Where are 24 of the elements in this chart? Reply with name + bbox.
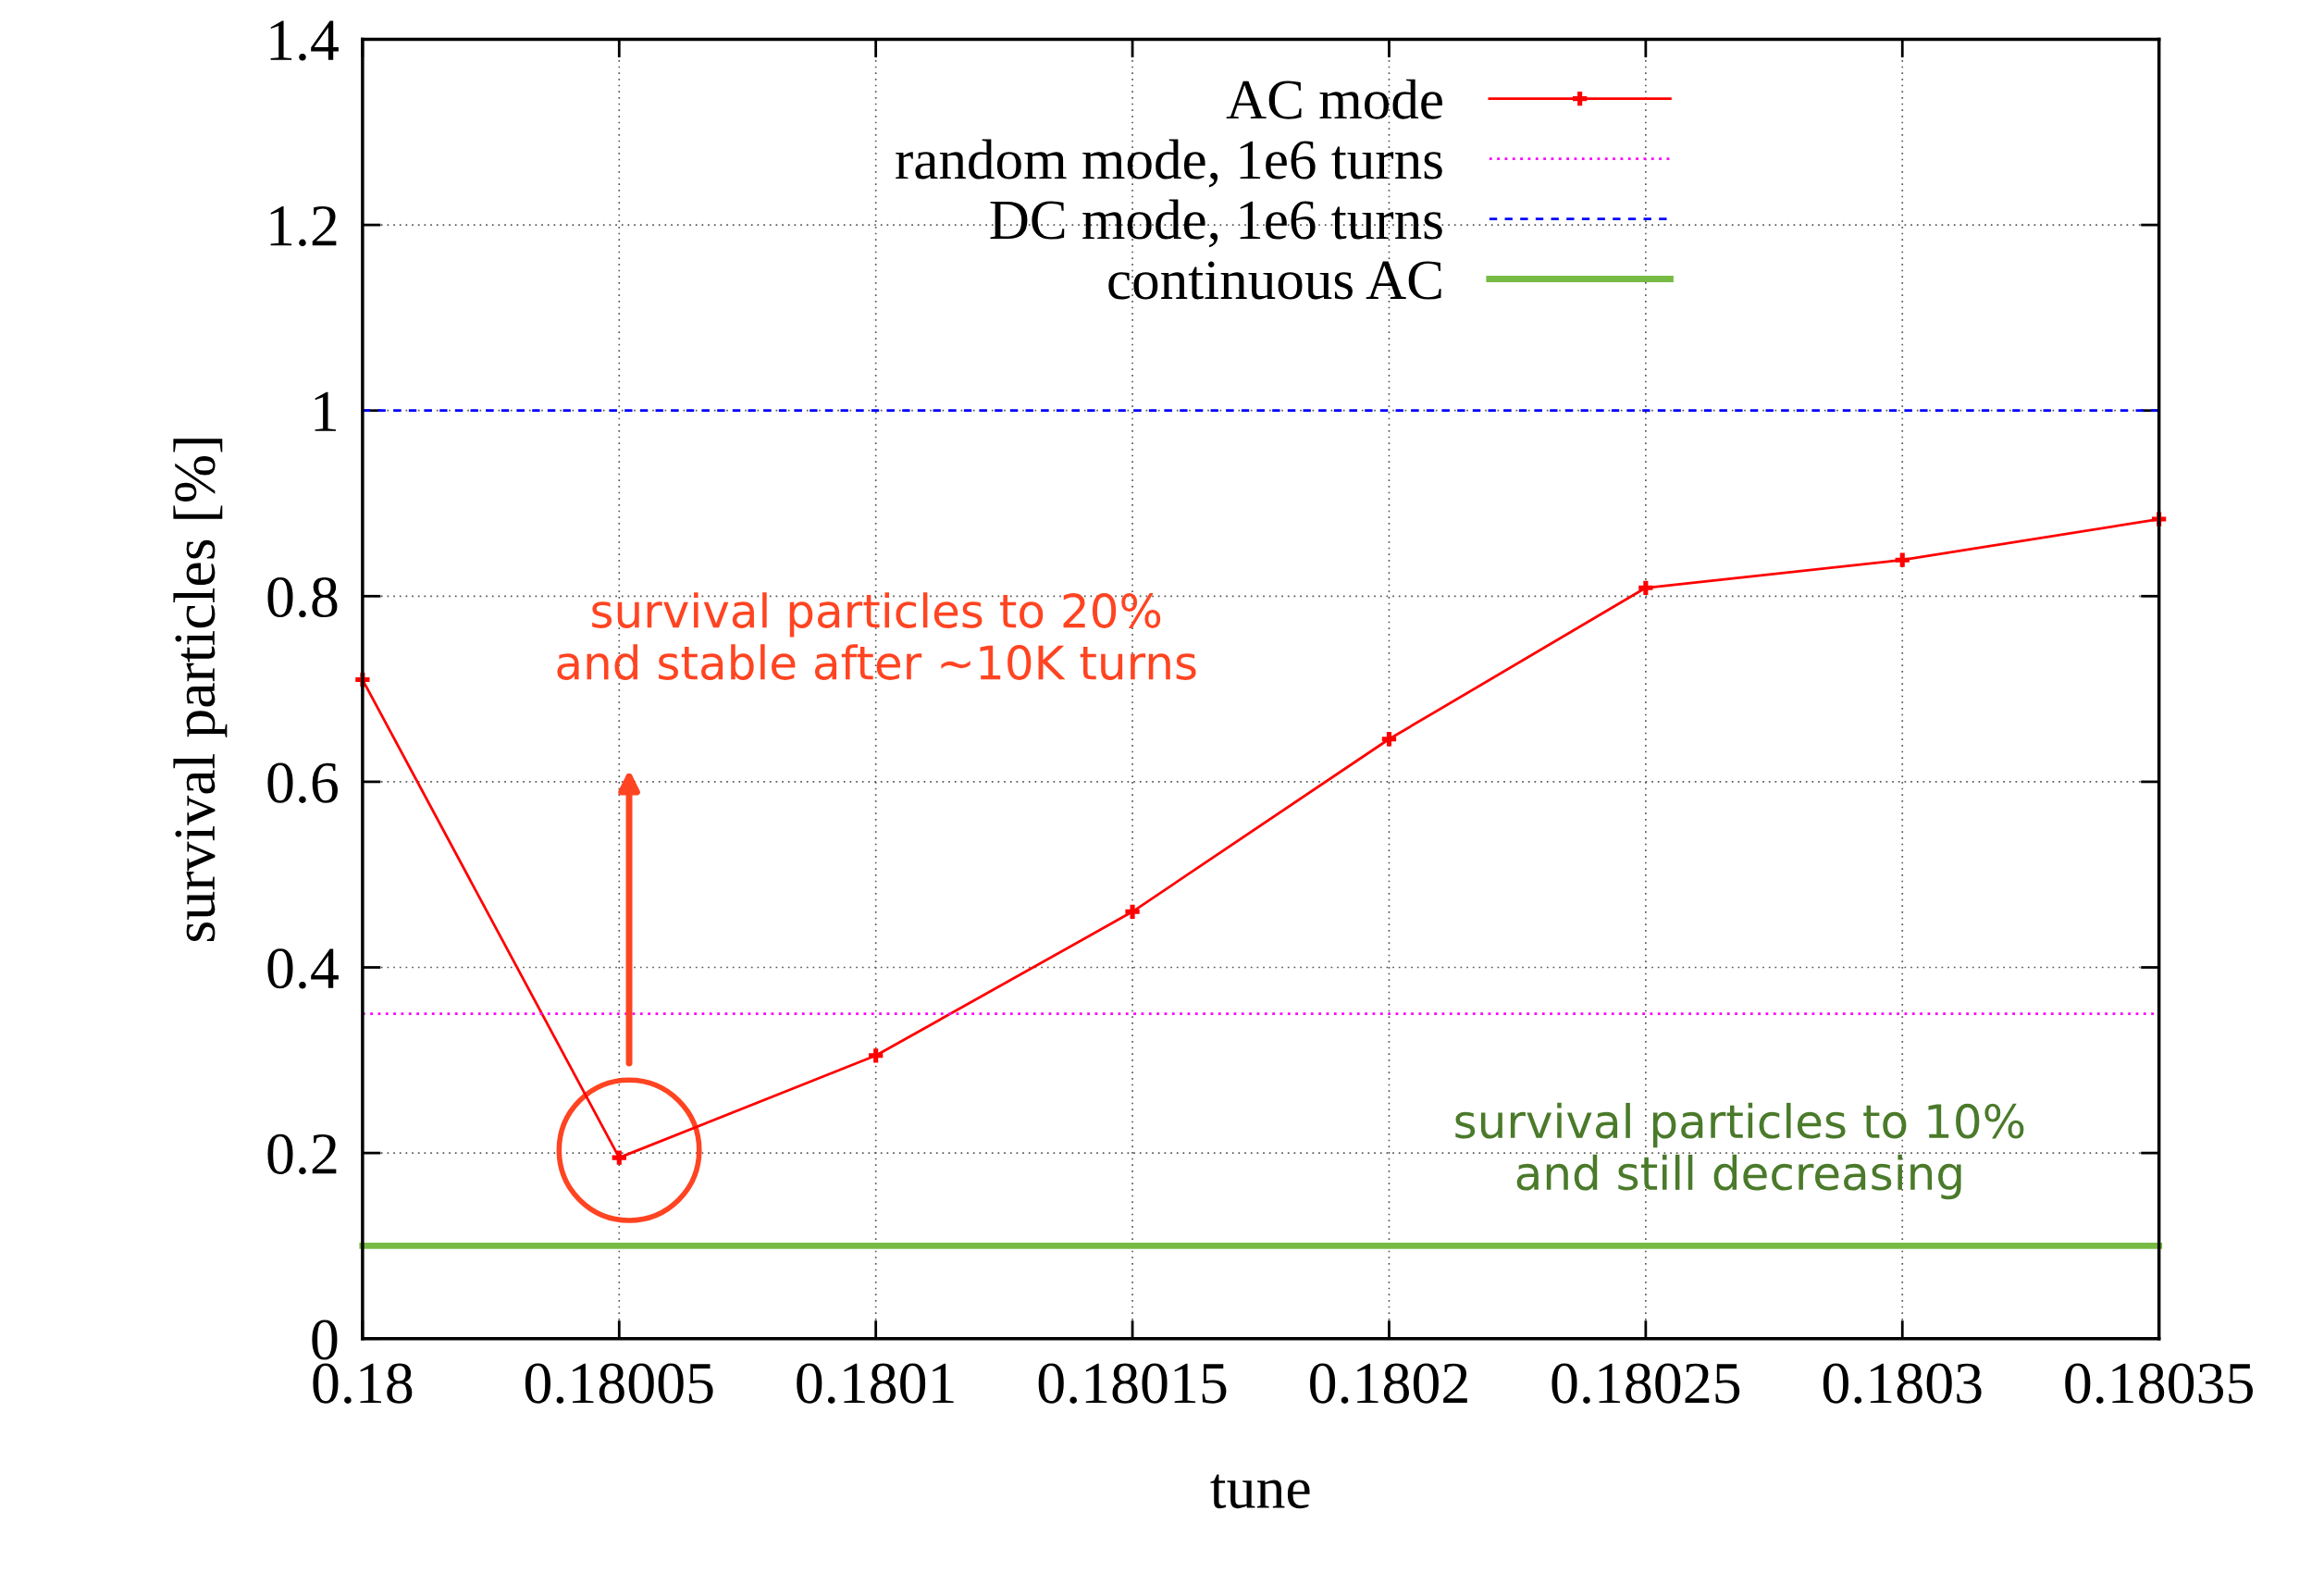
x-tick-label: 0.18 bbox=[313, 1363, 413, 1404]
x-tick-label: 0.18025 bbox=[1551, 1363, 1740, 1404]
y-tick-label: 0.2 bbox=[267, 1133, 337, 1175]
x-tick-label: 0.18015 bbox=[1038, 1363, 1227, 1404]
x-tick-label: 0.1801 bbox=[797, 1363, 954, 1404]
annotation: survival particles to 10% and still decreasing bbox=[1455, 1102, 2024, 1200]
legend-label: DC mode, 1e6 turns bbox=[990, 199, 1442, 248]
x-tick-label: 0.1802 bbox=[1310, 1363, 1467, 1404]
x-tick-label: 0.18005 bbox=[525, 1363, 713, 1404]
x-axis-title: tune bbox=[1210, 1474, 1310, 1509]
y-tick-label: 1.4 bbox=[270, 20, 339, 61]
y-tick-label: 0.4 bbox=[267, 948, 339, 989]
y-tick-label: 0.8 bbox=[267, 576, 338, 618]
y-tick-label: 1.2 bbox=[270, 205, 337, 247]
y-tick-label: 0.6 bbox=[267, 762, 338, 803]
legend-label: continuous AC bbox=[1108, 261, 1441, 300]
legend-label: AC mode bbox=[1226, 79, 1442, 119]
y-axis-title: survival particles [%] bbox=[173, 439, 228, 941]
legend-label: random mode, 1e6 turns bbox=[896, 139, 1442, 188]
x-tick-label: 0.18035 bbox=[2065, 1363, 2253, 1404]
y-tick-label: 0 bbox=[312, 1319, 338, 1360]
y-tick-label: 1 bbox=[315, 391, 337, 431]
x-tick-label: 0.1803 bbox=[1823, 1363, 1982, 1404]
annotation: survival particles to 20% and stable after ~10K turns bbox=[557, 592, 1196, 680]
